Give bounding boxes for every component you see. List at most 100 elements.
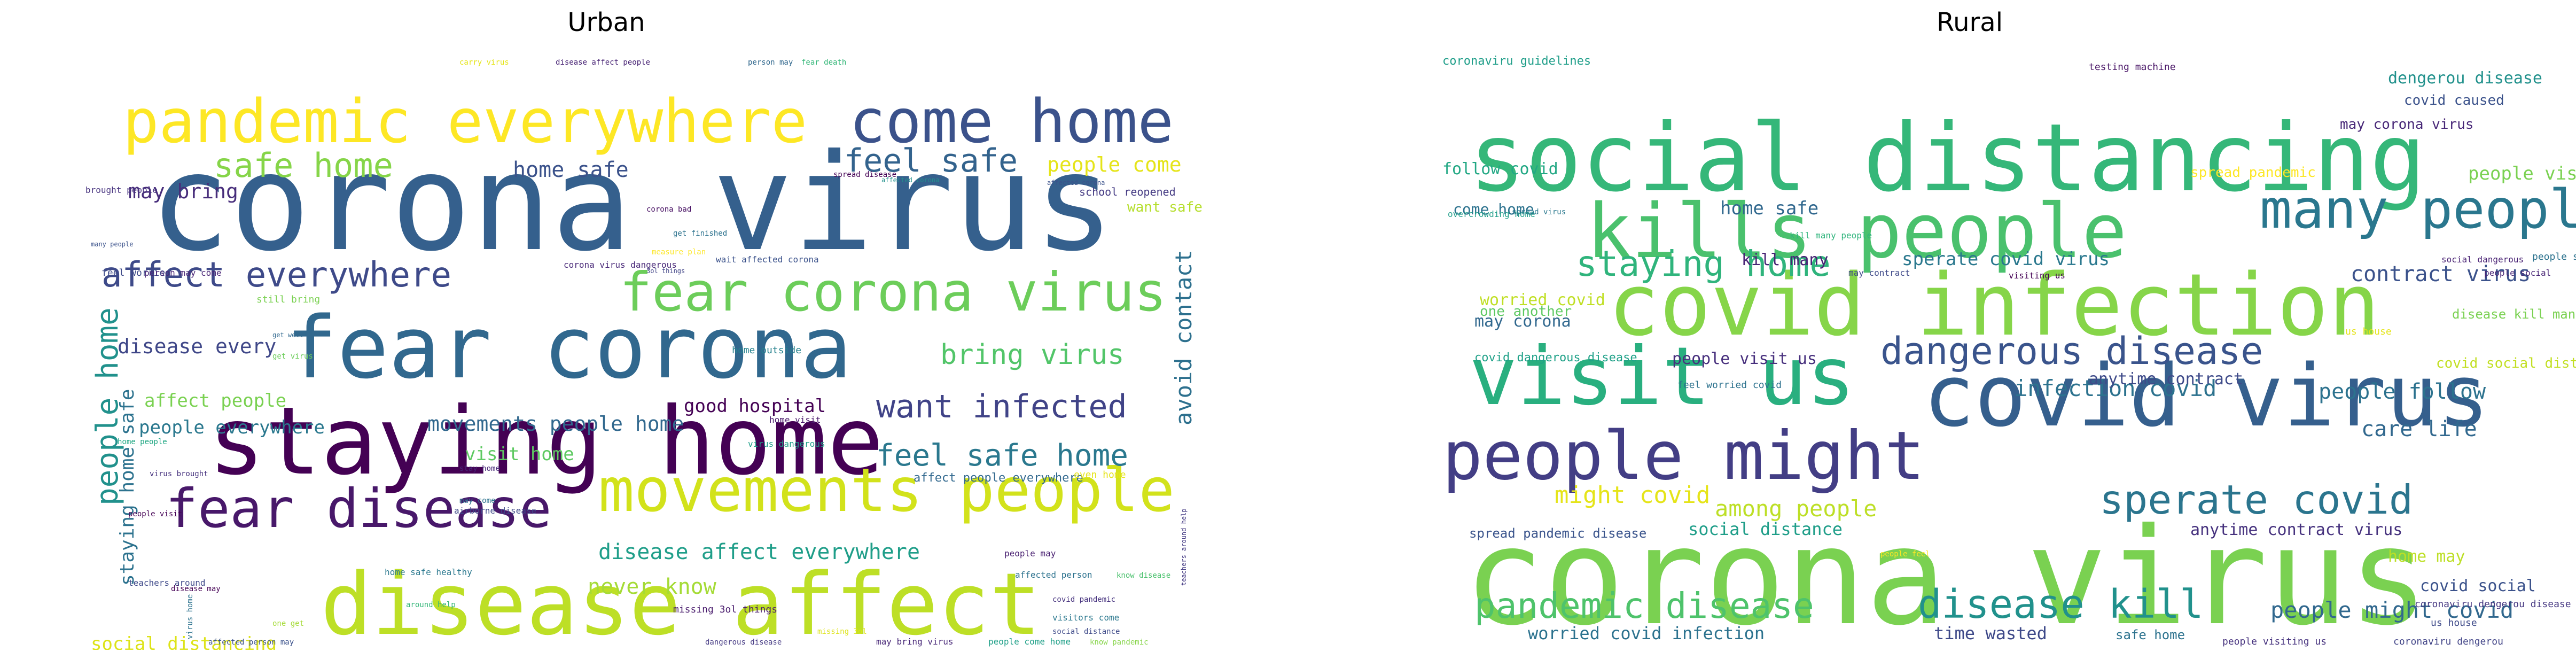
word-teachers-around-help: teachers around help	[1180, 509, 1188, 586]
word-social-distancing: social distancing	[91, 633, 277, 650]
word-fear-corona-virus: fear corona virus	[620, 261, 1167, 323]
word-people-socializing: people socializing	[2532, 251, 2576, 262]
word-social-distance: social distance	[1052, 627, 1120, 636]
word-overcrowding-home: overcrowding home	[1448, 209, 1535, 219]
word-want-infected: want infected	[876, 388, 1127, 425]
word-come-home: come home	[849, 87, 1174, 157]
word-affect-people: affect people	[144, 390, 286, 412]
word-carry-virus: carry virus	[459, 58, 509, 67]
word-home-safe: home safe	[1720, 198, 1818, 219]
word-may-corona-virus: may corona virus	[2340, 117, 2473, 133]
word-may-bring: may bring	[128, 180, 238, 203]
word-spread-pandemic: spread pandemic	[2190, 165, 2316, 181]
word-coronaviru-dengerou: coronaviru dengerou	[2393, 636, 2503, 647]
word-people-home: people home	[90, 307, 125, 506]
word-person-may: person may	[748, 58, 793, 67]
word-pandemic-everywhere: pandemic everywhere	[123, 87, 807, 157]
word-kill-many: kill many	[1742, 251, 1829, 269]
word-around-help: around help	[406, 601, 456, 609]
word-one-get: one get	[272, 619, 304, 628]
word-people-visit: people visit	[128, 510, 182, 518]
word-visitors-come: visitors come	[1052, 612, 1119, 623]
word-affect-everywhere: affect everywhere	[102, 255, 451, 295]
urban-word-cloud-canvas: corona virus staying home disease affect pa…	[85, 58, 1203, 650]
word-pandemic-disease: pandemic disease	[1474, 585, 1814, 626]
word-us-house: us house	[2431, 617, 2477, 629]
word-want-safe: want safe	[1127, 199, 1203, 215]
word-coronaviru-dengerou-disease: coronaviru dengerou disease	[2415, 599, 2571, 610]
word-get-finished: get finished	[673, 229, 727, 238]
word-covid-pandemic: covid pandemic	[1052, 595, 1115, 604]
word-bring-virus: bring virus	[940, 339, 1124, 371]
word-people-social: people social	[2484, 268, 2551, 278]
word-movements-people-home: movements people home	[427, 412, 684, 436]
word-people-visit: people visit	[2468, 163, 2576, 184]
word-affected-corona: affected corona	[1047, 179, 1105, 187]
word-feel-safe: feel safe	[844, 142, 1018, 180]
word-people-follow: people follow	[2319, 379, 2486, 404]
word-fear-death: fear death	[801, 58, 846, 67]
word-fear-disease: fear disease	[166, 477, 551, 540]
word-time-wasted: time wasted	[1934, 623, 2047, 643]
word-social-dangerous: social dangerous	[2441, 254, 2524, 265]
word-covid-infection: covid infection	[1608, 255, 2380, 355]
urban-word-cloud: corona virus staying home disease affect pa…	[85, 51, 1282, 650]
word-spread-disease: spread disease	[833, 170, 896, 179]
word-staying-home: staying home	[208, 387, 884, 496]
word-covid-caused: covid caused	[2404, 92, 2504, 108]
word-many-people: many people	[91, 241, 133, 248]
word-disease-affect-people: disease affect people	[556, 58, 650, 67]
word-worried-covid: worried covid	[1480, 291, 1605, 309]
word-feel-worried-covid: feel worried covid	[1677, 379, 1782, 391]
word-dangerous-disease: dangerous disease	[705, 638, 782, 647]
word-may-corona: may corona	[1474, 312, 1571, 331]
word-home-safe: home safe	[513, 158, 629, 182]
word-feel-worried: feel worried	[2571, 311, 2576, 596]
word-worried-covid-infection: worried covid infection	[1528, 623, 1765, 643]
word-dangerous-disease: dangerous disease	[1880, 329, 2263, 373]
word-spread-virus: spread virus	[1512, 208, 1566, 216]
word-people-might-covid: people might covid	[2270, 597, 2513, 623]
word-kill-many-people: kill many people	[1790, 230, 1872, 241]
word-covid-social-distancing: covid social distancing	[2436, 355, 2576, 371]
rural-word-cloud-canvas: corona virus social distancing covid infec…	[1442, 55, 2576, 650]
word-kills-people: kills people	[1587, 188, 2127, 275]
word-good-hospital: good hospital	[684, 395, 826, 417]
word-missing-3ol-things: missing 3ol things	[673, 604, 777, 615]
word-come-home: come home	[1453, 200, 1534, 218]
word-testing-machine: testing machine	[2089, 61, 2176, 73]
word-wait-affected-corona: wait affected corona	[716, 254, 819, 265]
word-staying-home: staying home	[1576, 243, 1831, 284]
word-disease-kill: disease kill	[1918, 581, 2204, 627]
word-disease-kill-many: disease kill many	[2452, 307, 2576, 322]
word-many-people: many people	[2260, 178, 2576, 241]
word-may-contract: may contract	[1848, 268, 1910, 278]
word-people-everywhere: people everywhere	[139, 417, 325, 438]
rural-panel-title: Rural	[1936, 7, 2003, 37]
urban-panel-title: Urban	[567, 7, 645, 37]
word-infection-covid: infection covid	[2014, 375, 2216, 401]
word-home-safe-healthy: home safe healthy	[385, 567, 472, 577]
word-school-reopened: school reopened	[1079, 185, 1176, 198]
word-corona-virus: corona virus	[1464, 499, 2429, 650]
word-home-outside: home outside	[732, 345, 801, 356]
word-one-another: one another	[1480, 304, 1572, 320]
word-social-distancing: social distancing	[1469, 104, 2426, 213]
word-covid-dangerous-disease: covid dangerous disease	[1474, 351, 1637, 364]
word-follow-covid: follow covid	[1442, 160, 1558, 179]
word-home-visit: home visit	[769, 415, 821, 425]
word-visit-us: visit us	[1469, 330, 1855, 423]
word-brought-people: brought people	[85, 185, 158, 195]
word-virus-dangerous: virus dangerous	[748, 439, 825, 449]
word-affect-people-everywhere: affect people everywhere	[914, 471, 1083, 485]
word-covid-social: covid social	[2420, 577, 2536, 595]
word-measure-plan: measure plan	[652, 248, 706, 257]
word-disease-affect-everywhere: disease affect everywhere	[598, 540, 920, 564]
word-feel-worried: feel worried	[102, 267, 171, 278]
word-affected-corona: affected corona	[881, 176, 939, 184]
word-still-bring: still bring	[256, 294, 320, 305]
word-safe-home: safe home	[214, 146, 393, 185]
word-3ol-things: 3ol things	[646, 267, 685, 275]
word-people-come-home: people come home	[988, 637, 1071, 647]
word-people-might: people might	[1442, 417, 1925, 495]
